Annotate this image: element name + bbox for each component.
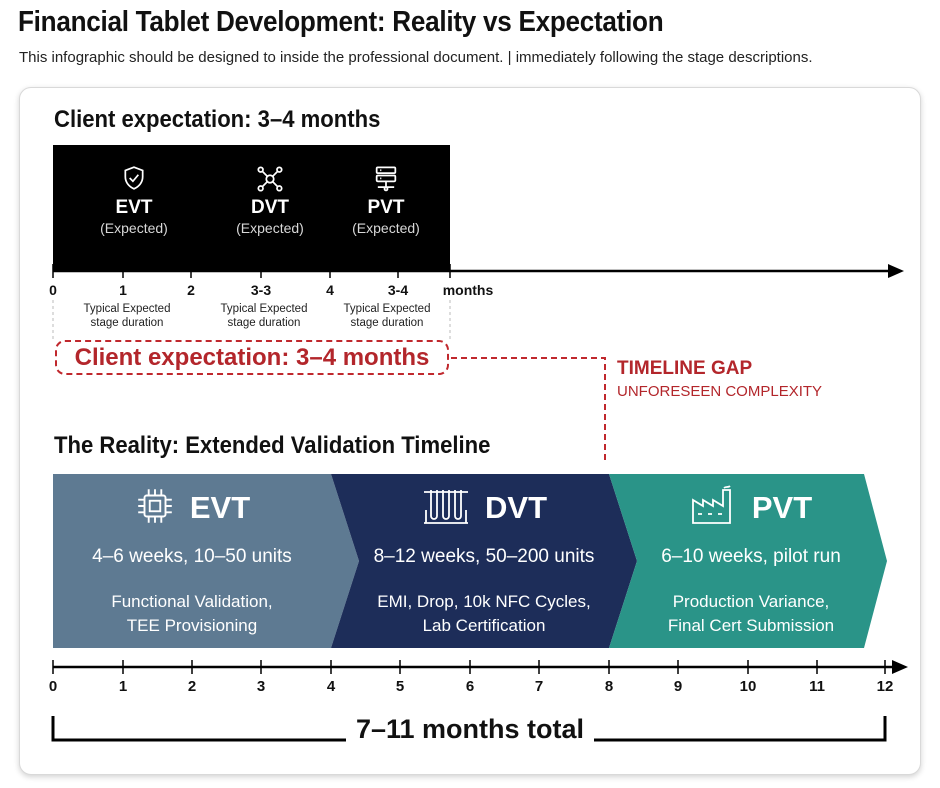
reality-stage-pvt-shape: [609, 474, 887, 648]
stage-description-line: Lab Certification: [422, 616, 546, 635]
reality-heading: The Reality: Extended Validation Timelin…: [54, 432, 491, 459]
reality-stage-evt-shape: [53, 474, 359, 648]
reality-stage-pvt: PVT 6–10 weeks, pilot run Production Var…: [620, 484, 882, 638]
stage-label: DVT: [485, 490, 547, 525]
expected-stage-sub: (Expected): [236, 220, 304, 236]
factory-icon: [690, 484, 738, 532]
expected-stage-evt: EVT (Expected): [68, 145, 200, 271]
expected-stage-sub: (Expected): [100, 220, 168, 236]
stage-duration: 4–6 weeks, 10–50 units: [92, 546, 292, 567]
shield-check-icon: [121, 165, 147, 196]
reality-tick: 3: [256, 678, 266, 695]
expectation-note-3: Typical Expected stage duration: [343, 303, 431, 329]
reality-tick: 1: [118, 678, 128, 695]
reality-stage-evt: EVT 4–6 weeks, 10–50 units Functional Va…: [53, 484, 331, 638]
reality-tick: 6: [465, 678, 475, 695]
reality-stage-dvt: DVT 8–12 weeks, 50–200 units EMI, Drop, …: [345, 484, 623, 638]
reality-tick: 2: [187, 678, 197, 695]
expectation-note-2: Typical Expected stage duration: [220, 303, 308, 329]
reality-tick: 8: [604, 678, 614, 695]
reality-axis-ticks: [52, 660, 886, 674]
total-duration-label: 7–11 months total: [350, 714, 590, 745]
stage-duration: 8–12 weeks, 50–200 units: [373, 546, 595, 567]
expectation-axis-unit: months: [442, 282, 494, 298]
reality-tick: 4: [326, 678, 336, 695]
server-stack-icon: [372, 165, 400, 198]
stage-duration: 6–10 weeks, pilot run: [661, 546, 841, 567]
expectation-callout: Client expectation: 3–4 months: [55, 340, 449, 375]
timeline-gap-subtitle: UNFORESEEN COMPLEXITY: [617, 383, 823, 400]
reality-tick: 11: [809, 678, 825, 695]
reality-tick: 9: [673, 678, 683, 695]
expectation-band: EVT (Expected) DVT (Expected) PVT (Expec…: [53, 145, 450, 271]
reality-tick: 0: [48, 678, 58, 695]
expected-stage-label: EVT: [115, 197, 153, 218]
expectation-tick: 2: [187, 282, 195, 298]
test-tubes-icon: [421, 485, 471, 532]
expected-stage-pvt: PVT (Expected): [320, 145, 452, 271]
expectation-tick: 1: [119, 282, 127, 298]
stage-description-line: Production Variance,: [672, 592, 830, 611]
reality-tick: 12: [876, 678, 894, 695]
page-subtitle: This infographic should be designed to i…: [19, 49, 813, 66]
expectation-heading: Client expectation: 3–4 months: [54, 106, 381, 133]
stage-description-line: TEE Provisioning: [126, 616, 258, 635]
stage-label: EVT: [189, 490, 251, 525]
expected-stage-sub: (Expected): [352, 220, 420, 236]
expectation-axis-ticks: [52, 264, 451, 278]
timeline-gap-title: TIMELINE GAP: [617, 358, 753, 379]
reality-tick: 10: [739, 678, 757, 695]
total-bracket: [51, 716, 887, 742]
expectation-axis-arrowhead: [888, 264, 904, 278]
expected-stage-label: DVT: [251, 197, 289, 218]
network-icon: [256, 165, 284, 198]
timeline-gap-connector: [451, 357, 606, 462]
reality-tick: 5: [395, 678, 405, 695]
stage-label: PVT: [751, 490, 813, 525]
stage-description-line: EMI, Drop, 10k NFC Cycles,: [377, 592, 591, 611]
stage-description-line: Functional Validation,: [111, 592, 273, 611]
expectation-tick: 0: [49, 282, 57, 298]
page-title: Financial Tablet Development: Reality vs…: [18, 6, 664, 38]
chip-icon: [134, 485, 176, 532]
reality-tick: 7: [534, 678, 544, 695]
expectation-note-1: Typical Expected stage duration: [83, 303, 171, 329]
expectation-tick: 3-4: [387, 282, 409, 298]
expectation-tick: 4: [326, 282, 334, 298]
expected-stage-label: PVT: [367, 197, 405, 218]
reality-stage-dvt-shape: [331, 474, 637, 648]
expected-stage-dvt: DVT (Expected): [204, 145, 336, 271]
reality-axis-arrowhead: [892, 660, 908, 674]
stage-description-line: Final Cert Submission: [667, 616, 835, 635]
expectation-tick: 3-3: [250, 282, 272, 298]
expectation-guide-lines: [52, 300, 451, 342]
